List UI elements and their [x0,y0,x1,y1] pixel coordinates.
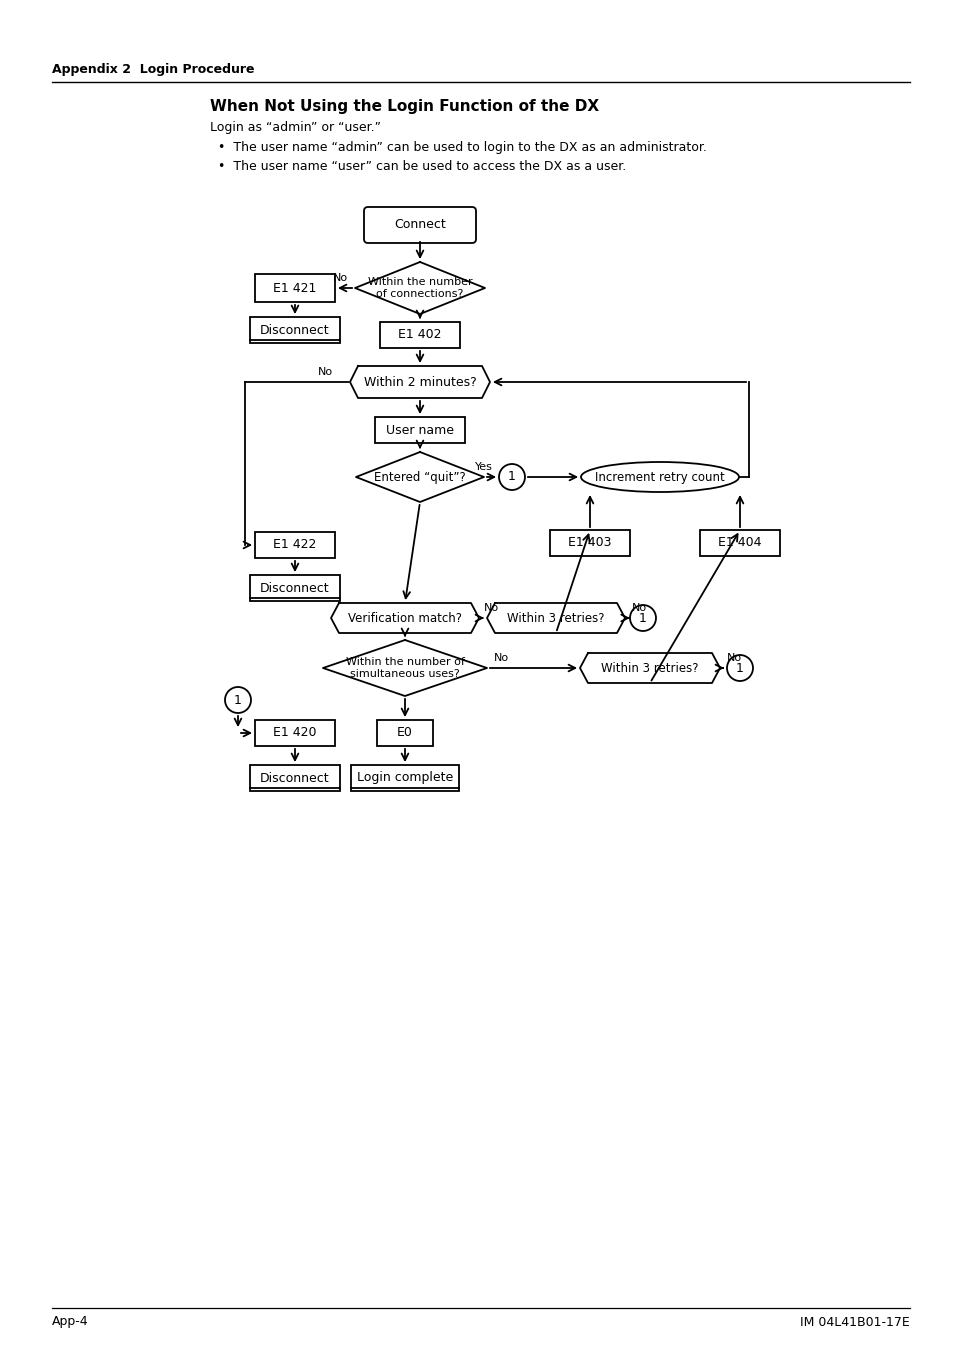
Text: Within 2 minutes?: Within 2 minutes? [363,375,476,389]
Text: Within the number of
simultaneous uses?: Within the number of simultaneous uses? [345,657,464,679]
Text: No: No [725,653,740,663]
Text: 1: 1 [233,694,242,706]
Text: Disconnect: Disconnect [260,771,330,784]
Bar [550,531,629,556]
Text: 1: 1 [639,612,646,625]
Text: E1 404: E1 404 [718,536,760,549]
Text: •  The user name “user” can be used to access the DX as a user.: • The user name “user” can be used to ac… [218,159,625,173]
Text: 1: 1 [736,662,743,675]
Circle shape [225,687,251,713]
Text: Login complete: Login complete [356,771,453,784]
Text: E1 402: E1 402 [397,328,441,342]
Text: E1 403: E1 403 [568,536,611,549]
Bar [375,417,464,443]
Circle shape [498,464,524,490]
Text: Login as “admin” or “user.”: Login as “admin” or “user.” [210,122,380,135]
Text: Verification match?: Verification match? [348,612,461,625]
Bar [700,531,780,556]
Text: Within 3 retries?: Within 3 retries? [507,612,604,625]
Text: E1 422: E1 422 [273,539,316,552]
Text: No: No [631,603,646,613]
Bar [376,720,433,747]
Bar [254,532,335,558]
Bar [379,323,459,348]
Text: App-4: App-4 [52,1315,89,1328]
Text: Increment retry count: Increment retry count [595,471,724,483]
Text: E1 421: E1 421 [273,282,316,294]
Text: •  The user name “admin” can be used to login to the DX as an administrator.: • The user name “admin” can be used to l… [218,142,706,154]
Polygon shape [331,603,478,633]
Text: E0: E0 [396,726,413,740]
Text: Disconnect: Disconnect [260,324,330,336]
Text: No: No [493,653,508,663]
Bar [254,720,335,747]
Bar [254,274,335,302]
Circle shape [629,605,656,630]
Bar [250,317,339,343]
Text: Connect: Connect [394,219,445,231]
Polygon shape [350,366,490,398]
Ellipse shape [580,462,739,491]
Text: User name: User name [386,424,454,436]
Polygon shape [355,452,483,502]
Text: Yes: Yes [475,462,493,472]
Text: Within the number
of connections?: Within the number of connections? [367,277,472,298]
Text: E1 420: E1 420 [273,726,316,740]
Polygon shape [486,603,624,633]
Text: No: No [332,273,347,284]
Bar [351,765,458,791]
Text: When Not Using the Login Function of the DX: When Not Using the Login Function of the… [210,100,598,115]
Text: 1: 1 [508,471,516,483]
Polygon shape [579,653,720,683]
Polygon shape [323,640,486,697]
Text: No: No [317,367,333,377]
Text: No: No [483,603,498,613]
Text: Appendix 2  Login Procedure: Appendix 2 Login Procedure [52,63,254,77]
FancyBboxPatch shape [364,207,476,243]
Text: Within 3 retries?: Within 3 retries? [600,662,698,675]
Text: IM 04L41B01-17E: IM 04L41B01-17E [800,1315,909,1328]
Polygon shape [355,262,484,315]
Bar [250,575,339,601]
Text: Entered “quit”?: Entered “quit”? [374,471,465,483]
Circle shape [726,655,752,680]
Bar [250,765,339,791]
Text: Disconnect: Disconnect [260,582,330,594]
